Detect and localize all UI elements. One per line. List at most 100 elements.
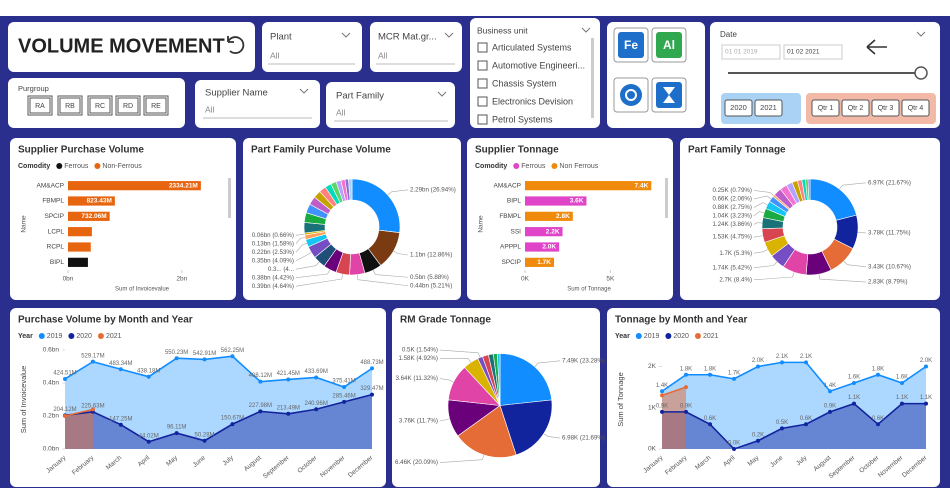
option-button-inner [89,97,111,114]
leader-line [753,211,765,217]
undo-icon[interactable] [227,36,245,54]
y-tick-label: SPCIP [501,259,521,266]
y-tick-label: SPCIP [44,213,64,220]
point [146,374,151,379]
dropdown-chevron[interactable] [581,27,591,33]
date-input[interactable] [783,44,843,60]
chart-panel [680,138,940,300]
point [258,379,263,384]
leader-line [439,378,454,383]
point [174,431,179,436]
data-label: 1.8K [872,366,884,372]
point [804,422,808,427]
legend-label: 2019 [644,333,660,340]
y-tick-label: FBMPL [499,213,521,220]
point [370,392,374,397]
data-label: 0.38bn (4.42%) [252,274,294,281]
checkbox[interactable] [477,78,488,89]
data-label: 1.6K [848,375,860,381]
data-label: 1.74K (5.42%) [712,264,752,271]
quarter-button[interactable] [841,99,870,117]
checkbox[interactable] [477,60,488,71]
point [118,367,123,372]
date-end: 01 02 2021 [787,49,820,56]
quarter-button[interactable] [901,99,930,117]
line [662,402,926,450]
slider-knob[interactable] [914,66,928,80]
y-tick-label: 0.2bn [43,413,60,420]
y-axis-title: Name [478,215,485,233]
quarter-button[interactable] [811,99,840,117]
option-label: Chassis System [492,78,557,88]
slice [457,405,517,458]
slice [348,178,353,201]
legend-label: Ferrous [64,163,89,170]
legend-label: 2021 [106,333,122,340]
supplier-name-slicer[interactable] [195,80,320,128]
date-input[interactable] [721,44,781,60]
point [924,364,928,369]
dashboard-title: VOLUME MOVEMENT [18,35,225,57]
bar [525,181,652,191]
point [732,447,736,451]
leader-line [295,252,312,261]
checkbox[interactable] [477,42,488,53]
quarter-button[interactable] [871,99,900,117]
legend-marker [94,163,101,169]
leader-line [357,274,409,287]
leader-line [839,182,867,190]
leader-line [372,269,409,278]
slicer-label: Plant [270,32,292,43]
legend-marker [513,163,520,169]
leader-line [439,358,472,363]
point [708,372,712,377]
point [900,401,904,406]
dropdown-chevron[interactable] [916,31,926,37]
bar [525,211,573,221]
leader-line [295,233,305,236]
data-label: 3.43K (10.67%) [868,263,911,270]
dropdown-chevron[interactable] [341,32,351,38]
year-button[interactable] [724,99,753,117]
point [258,409,263,414]
y-tick-label: 1K [648,404,657,411]
dropdown-chevron[interactable] [437,91,447,97]
data-label: 0.5K (1.54%) [402,347,438,354]
data-label: 0.6K [872,416,884,422]
checkbox[interactable] [477,96,488,107]
leader-line [753,222,763,225]
point [146,439,151,444]
dropdown-chevron[interactable] [444,32,454,38]
scrollbar[interactable] [591,38,594,118]
data-label: 227.98M [249,403,272,409]
data-label: 204.12M [53,407,76,413]
mcr-slicer[interactable] [370,22,462,72]
data-label: 213.49M [277,405,300,411]
data-label: 529.17M [81,353,104,359]
slice [497,353,501,406]
x-axis-title: Sum of Tonnage [567,287,611,293]
scrollbar [228,178,231,218]
y-tick-label: APPPL [500,244,521,251]
year-label: 2020 [730,103,747,112]
chart-title: Part Family Purchase Volume [251,145,391,156]
part-family-slicer[interactable] [326,82,455,128]
data-label: 6.98K (21.69%) [562,435,605,442]
data-label: 2.2K [546,228,560,235]
checkbox[interactable] [477,114,488,125]
y-tick-label: RCPL [47,244,65,251]
data-label: 433.69M [305,369,328,375]
data-label: 0.5K [776,420,788,426]
dropdown-chevron[interactable] [299,88,309,94]
data-label: 2.83K (8.79%) [868,279,908,286]
back-arrow[interactable] [866,39,887,55]
point [660,389,664,394]
plant-slicer[interactable] [262,22,362,72]
year-button[interactable] [754,99,783,117]
slicer-value: All [336,107,346,117]
hourglass-shape [663,87,675,103]
quarter-label: Qtr 4 [908,105,924,112]
option-button-inner [59,97,81,114]
slicer-label: MCR Mat.gr... [378,32,437,43]
data-label: 0.9K [656,403,668,409]
